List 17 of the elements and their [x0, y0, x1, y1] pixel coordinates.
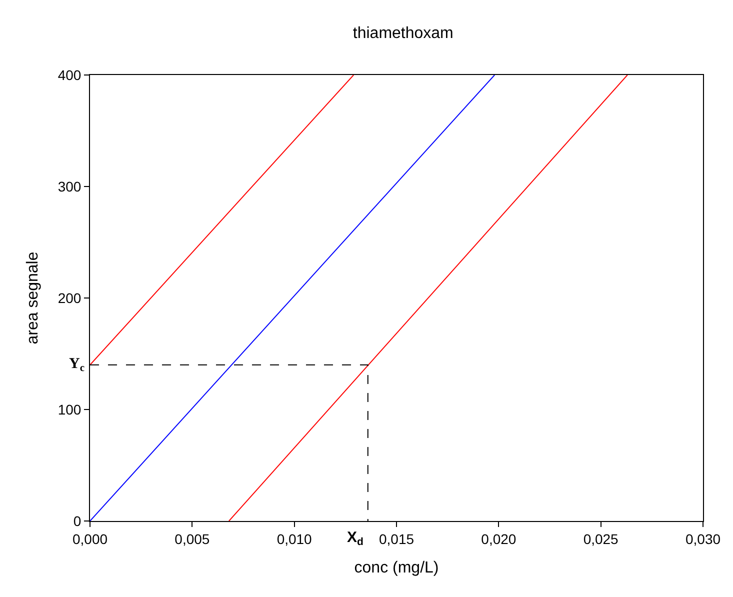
y-tick-label: 0 — [73, 512, 82, 529]
x-tick-label: 0,015 — [378, 530, 414, 547]
y-tick-label: 200 — [58, 290, 82, 306]
x-tick-label: 0,005 — [174, 530, 210, 547]
y-tick-label: 400 — [58, 66, 82, 83]
x-tick-label: 0,030 — [685, 530, 721, 547]
annotation: X$_{d}$ — [347, 529, 364, 548]
chart-title: thiamethoxam — [352, 25, 454, 42]
x-axis-title: conc (mg/L) — [354, 560, 439, 576]
y-tick-label: 100 — [58, 401, 82, 418]
x-tick-label: 0,000 — [72, 530, 108, 547]
x-tick-label: 0,010 — [276, 530, 312, 547]
x-tick-label: 0,020 — [481, 530, 516, 547]
x-tick-label: 0,025 — [583, 530, 619, 547]
y-axis-title: area segnale — [24, 252, 42, 344]
annotation: Y$_{c}$ — [69, 356, 85, 374]
y-tick-label: 300 — [58, 178, 82, 194]
